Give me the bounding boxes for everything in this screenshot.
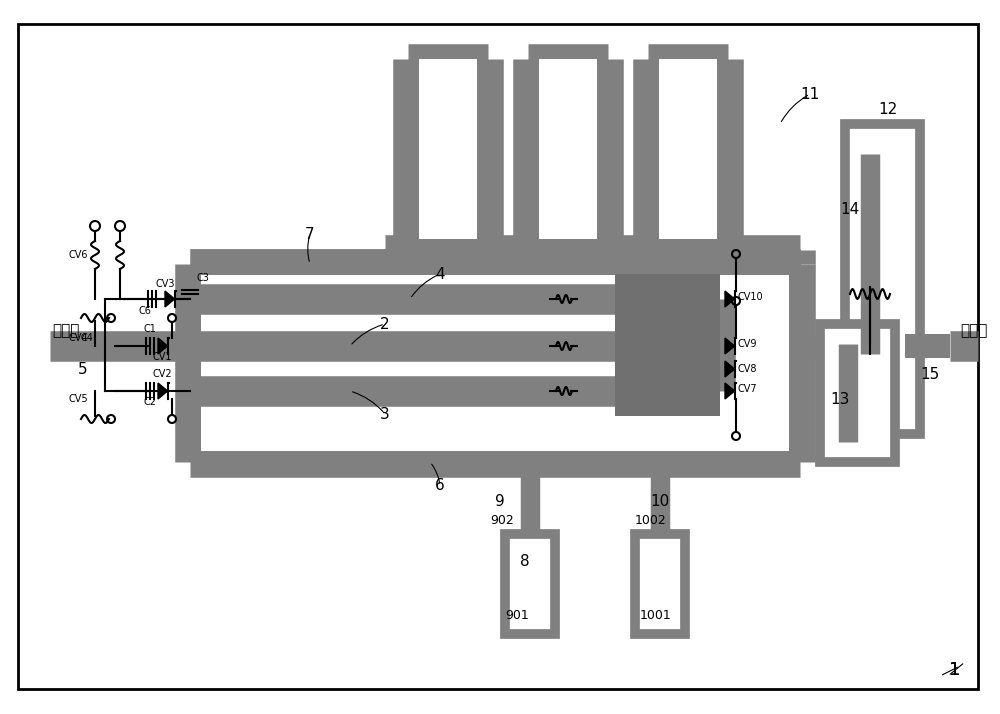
Text: 15: 15	[920, 367, 939, 382]
Text: C4: C4	[80, 333, 93, 343]
Text: 1001: 1001	[640, 609, 672, 622]
Text: C6: C6	[139, 306, 151, 316]
Text: C1: C1	[144, 324, 156, 334]
Bar	[419, 59, 477, 239]
Text: CV5: CV5	[68, 394, 88, 404]
Bar	[820, 324, 895, 462]
Text: 端口一: 端口一	[52, 323, 79, 338]
Text: CV2: CV2	[152, 369, 172, 379]
Text: 12: 12	[878, 102, 897, 117]
Polygon shape	[158, 383, 168, 399]
Polygon shape	[165, 291, 175, 307]
Bar	[635, 534, 685, 634]
Text: CV7: CV7	[737, 384, 757, 394]
Text: 2: 2	[380, 316, 390, 331]
Polygon shape	[725, 338, 735, 354]
Bar	[659, 59, 717, 239]
Polygon shape	[725, 383, 735, 399]
Polygon shape	[725, 291, 735, 307]
Text: 5: 5	[78, 362, 88, 377]
Text: CV8: CV8	[737, 364, 757, 374]
Text: 901: 901	[505, 609, 529, 622]
Text: CV10: CV10	[737, 292, 763, 302]
Text: CV3: CV3	[155, 279, 175, 289]
Text: CV1: CV1	[152, 352, 172, 362]
Bar	[615, 321, 720, 371]
Text: 8: 8	[520, 554, 530, 569]
Text: CV4: CV4	[68, 333, 88, 343]
Text: 1002: 1002	[635, 514, 667, 527]
Text: C3: C3	[196, 273, 209, 283]
Text: C2: C2	[144, 397, 157, 407]
Text: 6: 6	[435, 478, 445, 493]
Polygon shape	[158, 338, 168, 354]
Text: 1: 1	[949, 661, 960, 679]
Text: 1: 1	[949, 661, 960, 679]
Text: CV9: CV9	[737, 339, 757, 349]
Bar	[539, 59, 597, 239]
Polygon shape	[725, 361, 735, 377]
Text: 10: 10	[650, 494, 669, 509]
Bar	[505, 534, 555, 634]
Text: CV6: CV6	[68, 250, 88, 260]
Bar	[845, 124, 920, 434]
Bar	[615, 274, 720, 324]
Text: 14: 14	[840, 202, 859, 217]
Bar	[201, 275, 789, 451]
Bar	[905, 334, 950, 358]
Text: 3: 3	[380, 406, 390, 421]
Text: 902: 902	[490, 514, 514, 527]
Bar	[615, 366, 720, 416]
Text: 13: 13	[830, 392, 849, 407]
Text: 4: 4	[435, 266, 445, 281]
Text: 9: 9	[495, 494, 505, 509]
Text: 端口二: 端口二	[960, 323, 987, 338]
Text: 7: 7	[305, 226, 315, 241]
Text: 11: 11	[800, 86, 820, 101]
